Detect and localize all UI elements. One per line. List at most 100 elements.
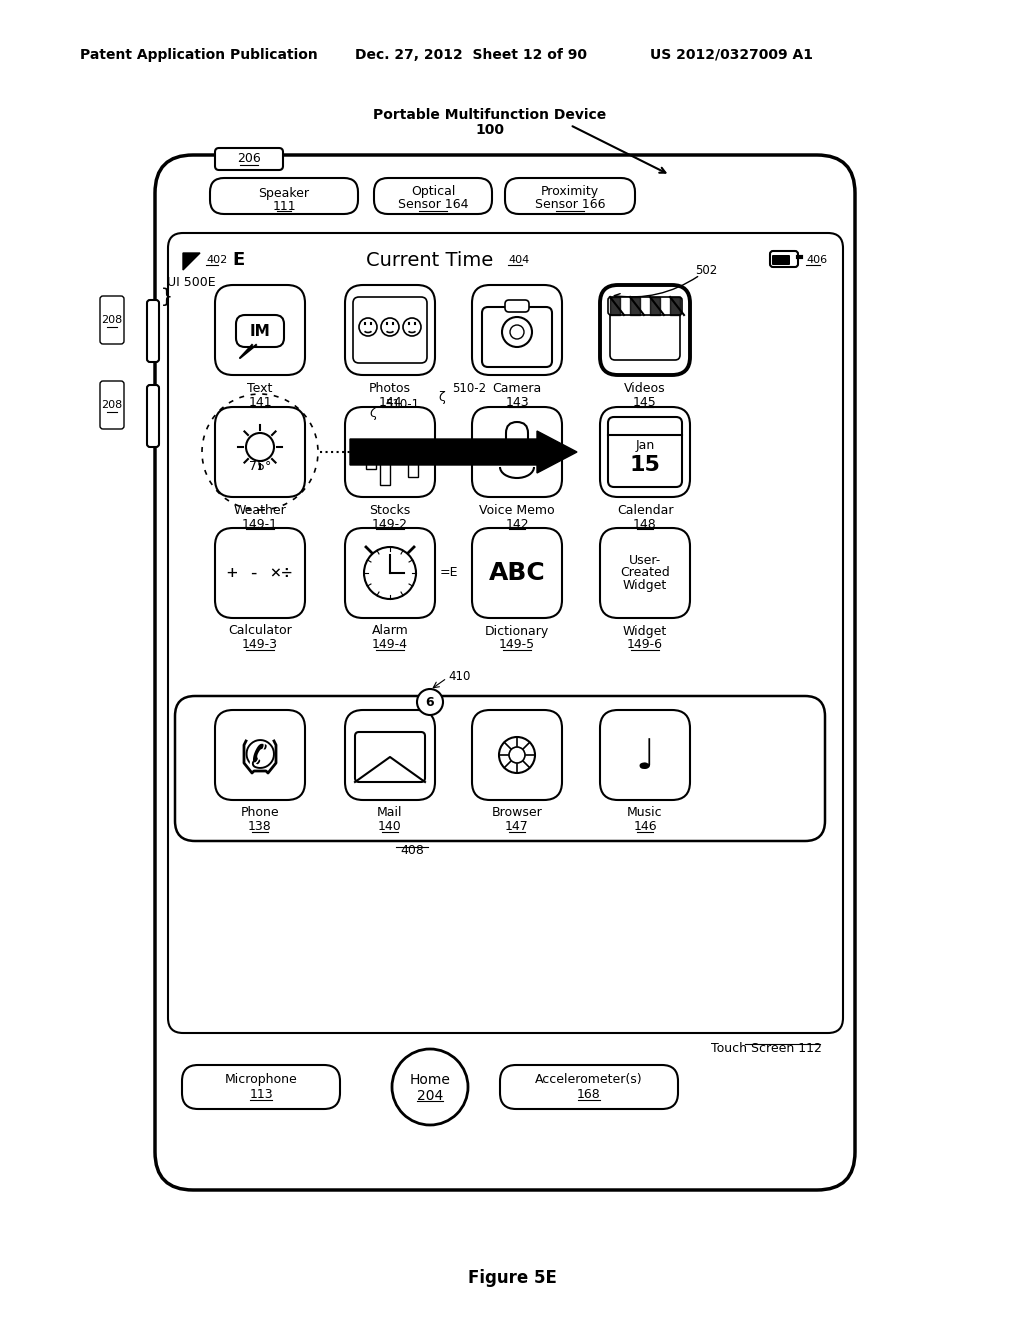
Text: 144: 144 [378, 396, 401, 408]
FancyBboxPatch shape [345, 528, 435, 618]
Text: Voice Memo: Voice Memo [479, 503, 555, 516]
Text: 146: 146 [633, 821, 656, 833]
Text: 406: 406 [806, 255, 827, 265]
FancyBboxPatch shape [355, 733, 425, 781]
Text: Speaker: Speaker [258, 186, 309, 199]
Text: 149-1: 149-1 [242, 517, 278, 531]
Text: Phone: Phone [241, 807, 280, 820]
Text: Optical: Optical [411, 186, 456, 198]
FancyBboxPatch shape [608, 297, 682, 315]
Bar [380, 447, 390, 484]
Text: Calendar: Calendar [616, 503, 673, 516]
FancyBboxPatch shape [215, 285, 305, 375]
FancyBboxPatch shape [608, 417, 682, 487]
Polygon shape [183, 253, 200, 271]
Text: 141: 141 [248, 396, 271, 408]
Text: Videos: Videos [625, 381, 666, 395]
Text: Created: Created [621, 566, 670, 579]
Text: UI 500E: UI 500E [167, 276, 216, 289]
Text: 145: 145 [633, 396, 656, 408]
FancyBboxPatch shape [182, 1065, 340, 1109]
FancyBboxPatch shape [472, 285, 562, 375]
Text: Stocks: Stocks [370, 503, 411, 516]
Text: Touch Screen 112: Touch Screen 112 [711, 1041, 822, 1055]
Text: Alarm: Alarm [372, 624, 409, 638]
Text: 208: 208 [101, 315, 123, 325]
FancyBboxPatch shape [100, 296, 124, 345]
Text: 149-2: 149-2 [372, 517, 408, 531]
Text: 168: 168 [578, 1089, 601, 1101]
Text: Portable Multifunction Device: Portable Multifunction Device [374, 108, 606, 121]
Text: 402: 402 [206, 255, 227, 265]
Text: 149-4: 149-4 [372, 639, 408, 652]
Text: ζ: ζ [370, 407, 377, 420]
Text: Microphone: Microphone [224, 1072, 297, 1085]
Text: Dictionary: Dictionary [485, 624, 549, 638]
Text: 100: 100 [475, 123, 505, 137]
Text: ♩: ♩ [635, 737, 654, 777]
Circle shape [417, 689, 443, 715]
Text: 149-3: 149-3 [242, 639, 278, 652]
Text: Accelerometer(s): Accelerometer(s) [536, 1072, 643, 1085]
FancyBboxPatch shape [500, 1065, 678, 1109]
Text: ABC: ABC [488, 561, 546, 585]
Text: ζ: ζ [438, 391, 445, 404]
FancyBboxPatch shape [215, 528, 305, 618]
FancyBboxPatch shape [610, 310, 680, 360]
Text: Photos: Photos [369, 381, 411, 395]
Text: Music: Music [627, 807, 663, 820]
Text: 510-1: 510-1 [385, 399, 419, 412]
Text: 148: 148 [633, 517, 656, 531]
Text: User-: User- [629, 554, 662, 568]
Text: Mail: Mail [377, 807, 402, 820]
Text: Figure 5E: Figure 5E [468, 1269, 556, 1287]
FancyBboxPatch shape [600, 407, 690, 498]
Bar [366, 447, 376, 469]
Text: Text: Text [248, 381, 272, 395]
Text: 206: 206 [238, 153, 261, 165]
FancyBboxPatch shape [147, 385, 159, 447]
Text: Sensor 164: Sensor 164 [397, 198, 468, 211]
Text: 404: 404 [508, 255, 529, 265]
FancyBboxPatch shape [505, 300, 529, 312]
FancyBboxPatch shape [236, 315, 284, 347]
Text: E: E [231, 251, 244, 269]
Text: 15: 15 [630, 455, 660, 475]
Text: Proximity: Proximity [541, 186, 599, 198]
Text: 204: 204 [417, 1089, 443, 1104]
FancyBboxPatch shape [374, 178, 492, 214]
FancyBboxPatch shape [215, 148, 283, 170]
FancyBboxPatch shape [506, 422, 528, 459]
Text: Home: Home [410, 1073, 451, 1086]
Text: 510-2: 510-2 [452, 383, 486, 396]
Text: 147: 147 [505, 821, 528, 833]
FancyBboxPatch shape [215, 407, 305, 498]
Text: Camera: Camera [493, 381, 542, 395]
Text: =E: =E [440, 566, 459, 579]
Text: 143: 143 [505, 396, 528, 408]
Text: 149-6: 149-6 [627, 639, 663, 652]
FancyBboxPatch shape [155, 154, 855, 1191]
FancyBboxPatch shape [600, 285, 690, 375]
Bar [408, 447, 418, 477]
FancyBboxPatch shape [100, 381, 124, 429]
FancyBboxPatch shape [345, 285, 435, 375]
Text: 111: 111 [272, 199, 296, 213]
FancyBboxPatch shape [770, 251, 798, 267]
Text: Weather: Weather [233, 503, 287, 516]
Text: Widget: Widget [623, 624, 667, 638]
FancyBboxPatch shape [472, 528, 562, 618]
Text: 410: 410 [449, 671, 470, 684]
Text: 138: 138 [248, 821, 272, 833]
Text: Sensor 166: Sensor 166 [535, 198, 605, 211]
Text: Browser: Browser [492, 807, 543, 820]
Text: 140: 140 [378, 821, 401, 833]
Text: 208: 208 [101, 400, 123, 411]
Text: 113: 113 [249, 1089, 272, 1101]
Text: 149-5: 149-5 [499, 639, 536, 652]
Text: ✆: ✆ [244, 738, 276, 776]
Text: Widget: Widget [623, 578, 667, 591]
FancyArrow shape [350, 432, 577, 473]
Text: Calculator: Calculator [228, 624, 292, 638]
Text: IM: IM [250, 323, 270, 338]
